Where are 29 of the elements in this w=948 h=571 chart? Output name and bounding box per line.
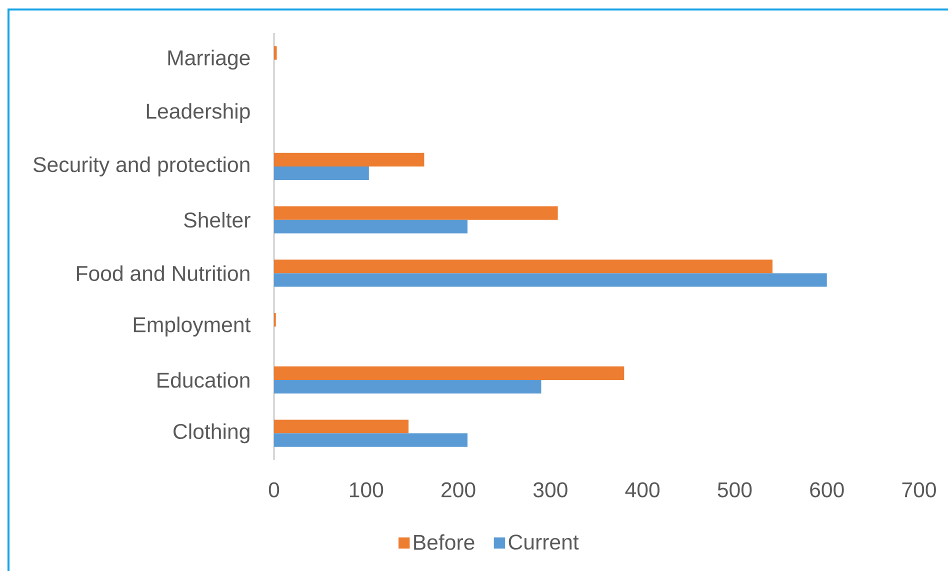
bar <box>274 152 424 166</box>
x-tick-label: 300 <box>533 482 568 498</box>
x-tick-label: 200 <box>442 482 476 498</box>
bar <box>274 420 409 434</box>
legend-label: Current <box>508 534 579 550</box>
y-tick-label: Leadership <box>146 103 250 124</box>
x-tick-label: 100 <box>350 482 384 498</box>
y-tick-label: Security and protection <box>34 156 250 176</box>
x-tick-label: 500 <box>718 482 752 498</box>
x-tick-label: 0 <box>268 482 280 498</box>
bar <box>274 380 542 394</box>
bar <box>274 220 468 234</box>
y-tick-label: Clothing <box>174 423 250 444</box>
y-tick-label: Employment <box>134 316 251 337</box>
y-tick-label: Education <box>158 372 250 388</box>
legend-label: Before <box>414 534 474 550</box>
bar <box>274 166 369 180</box>
x-tick-label: 400 <box>625 482 660 498</box>
bar <box>274 46 277 60</box>
bar <box>274 433 468 447</box>
y-tick-label: Food and Nutrition <box>76 265 250 282</box>
y-tick-label: Shelter <box>184 212 250 228</box>
bar <box>274 366 624 380</box>
bar <box>274 273 827 287</box>
y-tick-label: Marriage <box>168 50 250 70</box>
x-tick-label: 600 <box>810 482 844 498</box>
bar <box>274 206 558 220</box>
bar <box>274 260 773 274</box>
x-tick-label: 700 <box>902 482 936 498</box>
